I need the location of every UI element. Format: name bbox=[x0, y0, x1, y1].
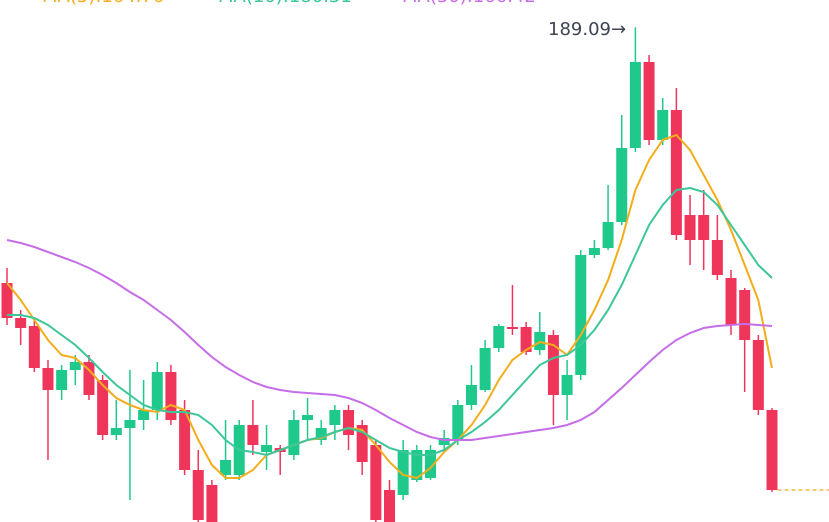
candle-body bbox=[616, 148, 628, 222]
candle-body bbox=[739, 290, 751, 340]
candle-body bbox=[684, 215, 696, 240]
candle-body bbox=[725, 278, 737, 325]
candle-body bbox=[97, 380, 109, 435]
candle-body bbox=[766, 410, 778, 490]
candle-body bbox=[151, 372, 163, 410]
candle-body bbox=[588, 248, 600, 255]
candle-body bbox=[42, 368, 54, 390]
candle-body bbox=[452, 405, 464, 440]
candle-body bbox=[28, 326, 40, 368]
candle-body bbox=[179, 410, 191, 470]
candle-body bbox=[465, 385, 477, 405]
high-label: 189.09→ bbox=[548, 19, 626, 40]
candle-body bbox=[138, 410, 150, 420]
candle-body bbox=[479, 348, 491, 390]
candle-body bbox=[15, 318, 27, 328]
candle-body bbox=[493, 326, 505, 348]
candle-body bbox=[302, 415, 314, 420]
candle-body bbox=[506, 327, 518, 329]
candle-body bbox=[397, 450, 409, 495]
candle-body bbox=[698, 215, 710, 240]
candle-body bbox=[110, 428, 122, 435]
ma-line bbox=[7, 186, 773, 457]
ma-line bbox=[6, 239, 773, 441]
candle-body bbox=[384, 490, 395, 522]
candle-body bbox=[288, 420, 300, 455]
legend-label: MA(30):166.42 bbox=[402, 0, 536, 7]
candle-body bbox=[370, 445, 382, 520]
candle-body bbox=[411, 450, 423, 480]
candle-body bbox=[356, 425, 368, 462]
candle-body bbox=[220, 460, 232, 475]
candle-body bbox=[438, 438, 450, 445]
candle-body bbox=[547, 335, 559, 395]
candle-body bbox=[83, 362, 95, 395]
candle-body bbox=[643, 62, 655, 140]
candle-body bbox=[69, 362, 81, 370]
candle-body bbox=[657, 110, 669, 140]
candle-body bbox=[192, 470, 204, 520]
candle-body bbox=[56, 370, 68, 390]
candle-body bbox=[247, 425, 259, 445]
candle-body bbox=[315, 428, 327, 440]
candle-body bbox=[1, 283, 13, 318]
ma-line bbox=[6, 133, 773, 480]
candle-body bbox=[206, 485, 218, 522]
candle-body bbox=[343, 410, 355, 435]
candle-body bbox=[424, 450, 436, 478]
candle-body bbox=[329, 410, 341, 425]
candle-body bbox=[520, 327, 532, 352]
candle-body bbox=[670, 110, 682, 235]
candle-body bbox=[602, 222, 614, 248]
candle-body bbox=[561, 375, 573, 395]
candle-body bbox=[711, 240, 723, 275]
candle-body bbox=[575, 255, 587, 375]
legend-label: MA(10):180.31 bbox=[218, 0, 352, 7]
candle-body bbox=[165, 372, 177, 420]
candle-body bbox=[752, 340, 764, 410]
candle-body bbox=[629, 62, 641, 148]
legend-label: MA(5):164.76 bbox=[42, 0, 164, 7]
candle-body bbox=[124, 420, 136, 428]
candle-body bbox=[261, 445, 273, 452]
